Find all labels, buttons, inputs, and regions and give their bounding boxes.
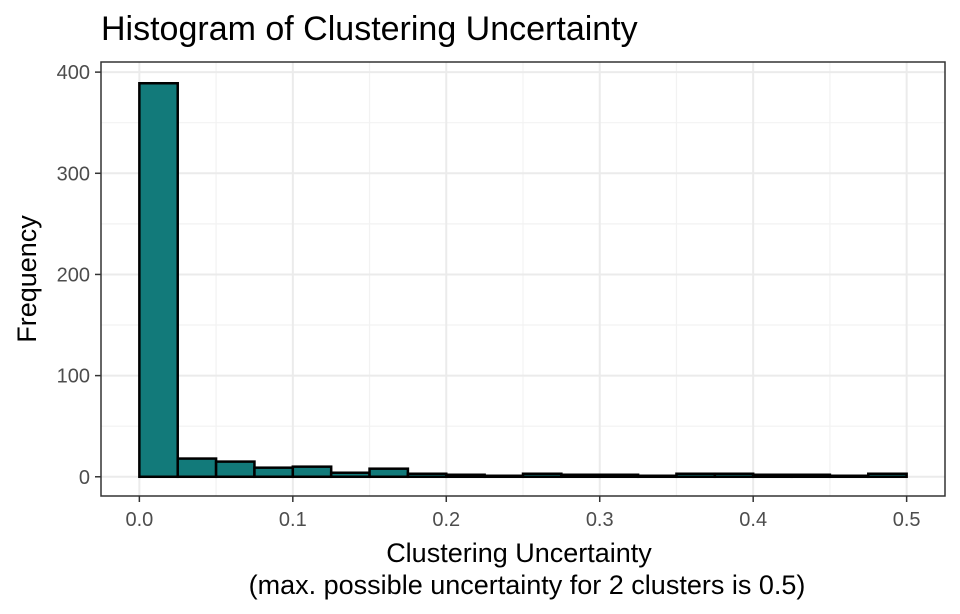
- panel-border: [100, 61, 946, 497]
- histogram-bar: [636, 474, 678, 479]
- x-axis-subtitle: (max. possible uncertainty for 2 cluster…: [249, 570, 806, 600]
- x-tick-label: 0.1: [279, 509, 307, 531]
- histogram-bar: [445, 473, 486, 479]
- y-tick-label: 0: [79, 467, 90, 489]
- x-tick-label: 0.5: [893, 509, 921, 531]
- histogram-bar: [560, 473, 601, 479]
- x-axis-title: Clustering Uncertainty: [386, 538, 652, 568]
- y-tick-label: 100: [57, 366, 90, 388]
- histogram-bar: [176, 457, 218, 479]
- histogram-bar: [751, 473, 793, 479]
- y-axis-title: Frequency: [12, 215, 42, 343]
- histogram-bar: [828, 474, 870, 479]
- histogram-bars: [138, 81, 908, 479]
- histogram-bar: [214, 460, 256, 479]
- histogram-bar: [675, 472, 717, 479]
- histogram-bar: [521, 472, 563, 479]
- histogram-bar: [253, 466, 295, 479]
- x-tick-label: 0.0: [125, 509, 153, 531]
- x-tick-label: 0.4: [739, 509, 767, 531]
- histogram-bar: [329, 471, 371, 479]
- histogram-bar: [368, 467, 410, 479]
- x-axis: 0.0 0.1 0.2 0.3 0.4 0.5: [125, 496, 921, 531]
- histogram-bar: [406, 472, 448, 479]
- histogram-bar: [790, 473, 832, 479]
- y-tick-label: 300: [57, 163, 90, 185]
- histogram-bar: [867, 472, 908, 479]
- histogram-bar: [598, 473, 640, 479]
- histogram-bar: [291, 465, 333, 479]
- y-axis: 0 100 200 300 400: [57, 62, 101, 489]
- histogram-bar: [138, 81, 179, 479]
- chart-title: Histogram of Clustering Uncertainty: [101, 10, 638, 48]
- y-tick-label: 400: [57, 62, 90, 84]
- y-tick-label: 200: [57, 264, 90, 286]
- histogram-bar: [713, 472, 755, 479]
- x-tick-label: 0.3: [586, 509, 614, 531]
- histogram-bar: [483, 474, 525, 479]
- minor-gridlines: [101, 62, 945, 496]
- x-tick-label: 0.2: [432, 509, 460, 531]
